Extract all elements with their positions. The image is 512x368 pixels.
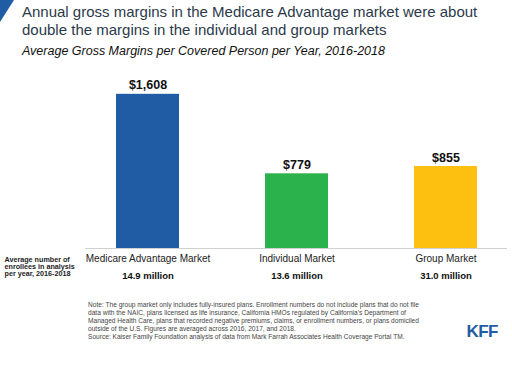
svg-text:$779: $779 xyxy=(283,158,311,172)
svg-text:14.9 million: 14.9 million xyxy=(122,270,174,281)
html-text:Note: The group market only in: Note: The group market only includes ful… xyxy=(88,301,419,332)
svg-text:13.6 million: 13.6 million xyxy=(271,270,323,281)
svg-text:$855: $855 xyxy=(432,151,460,165)
svg-text:Group Market: Group Market xyxy=(415,253,476,264)
html-text:KFF: KFF xyxy=(466,322,498,341)
svg-text:31.0 million: 31.0 million xyxy=(420,270,472,281)
svg-text:Individual Market: Individual Market xyxy=(259,253,335,264)
html-text:Source: Kaiser Family Foundati: Source: Kaiser Family Foundation analysi… xyxy=(88,333,405,340)
html-text:Annual gross margins in the Me: Annual gross margins in the Medicare Adv… xyxy=(22,3,478,38)
svg-text:Average number ofenrollees in: Average number ofenrollees in analysispe… xyxy=(5,255,75,278)
svg-text:$1,608: $1,608 xyxy=(129,78,167,92)
html-text:Average Gross Margins per Cove: Average Gross Margins per Covered Person… xyxy=(22,44,385,58)
svg-text:Medicare Advantage Market: Medicare Advantage Market xyxy=(86,253,211,264)
